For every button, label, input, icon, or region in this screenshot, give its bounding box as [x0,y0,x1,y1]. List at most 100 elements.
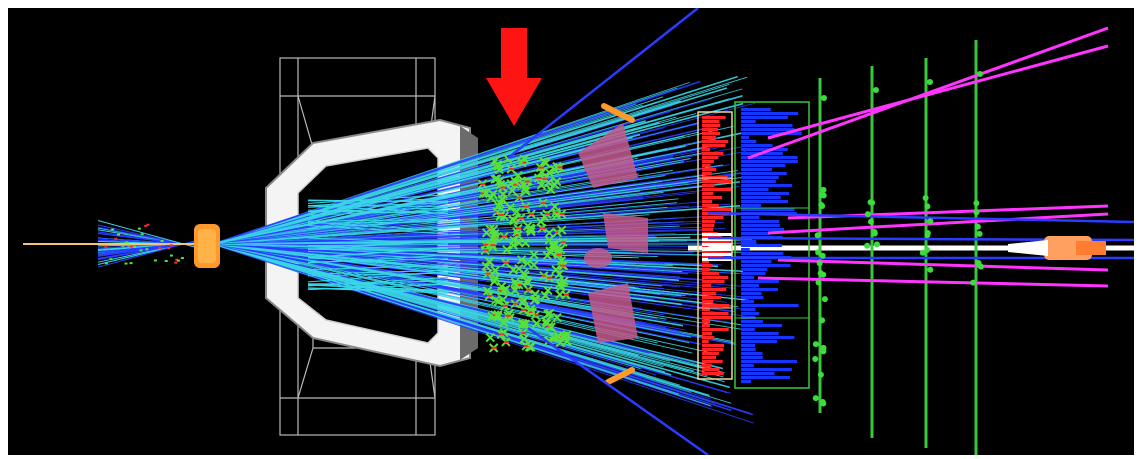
hit-mark [540,290,550,301]
hodoscope-bar [741,216,760,219]
hodoscope-bar [702,253,732,256]
hodoscope-bar [702,284,712,287]
hodoscope-bar [702,272,719,275]
hodoscope-bar [741,124,793,127]
hit-mark [502,245,512,255]
hit-mark [509,168,515,171]
muon-hit [820,344,827,351]
hit-mark [533,314,539,317]
hit-mark [526,304,536,314]
hodoscope-bar [702,336,715,339]
hit-mark [529,249,539,260]
hodoscope-bar [702,332,713,335]
hit-mark [544,335,554,346]
muon-hit [819,252,826,259]
hodoscope-bar [741,232,770,235]
hodoscope-bar [741,244,782,247]
hit-mark [547,276,553,279]
hodoscope-bar [741,156,798,159]
track [307,205,449,207]
hit-mark [493,310,503,320]
hodoscope-bar [702,372,724,375]
track [212,243,735,289]
hodoscope-bar [741,112,799,115]
interaction-vertex [194,224,220,268]
track [212,243,709,266]
hit-mark [483,249,489,252]
muon-plane-hits [812,71,984,407]
muon-hit [973,209,980,216]
track [212,116,677,245]
hodoscope-bar [702,296,722,299]
hit-mark [542,177,548,180]
event-display [8,8,1134,455]
muon-hit [873,87,879,93]
hit-mark [125,241,129,244]
hodoscope-bar [702,312,729,315]
muon-hit [817,270,824,277]
hit-mark [499,333,505,336]
hit-mark [139,249,143,252]
hit-mark [544,213,550,216]
hodoscope-bar [741,376,790,379]
hodoscope-bar [741,252,784,255]
hit-mark [493,311,503,322]
hodoscope-bar [741,176,779,179]
hit-mark [521,186,531,196]
muon-hit [867,199,874,206]
muon-hit [924,232,931,239]
hit-mark [523,205,529,208]
hodoscope-bar [741,144,773,147]
hit-mark [495,176,505,186]
hit-mark [524,180,530,183]
hit-mark [517,297,528,308]
hodoscope-bar [702,348,724,351]
track [307,247,449,259]
hit-mark [541,274,547,277]
track [212,205,741,245]
hit-mark [548,239,559,249]
muon-hit [974,223,981,230]
pink-patches [578,123,648,343]
hodoscope-bar [741,288,778,291]
hodoscope-bar [702,316,732,319]
hodoscope-bar [702,184,715,187]
hit-mark [530,294,541,305]
hit-mark [503,340,509,343]
track [212,170,738,245]
hodoscope-bar [702,168,717,171]
hodoscope-bar [741,196,781,199]
hodoscope-bar [741,208,795,211]
hit-mark [513,170,523,181]
hodoscope-bar [702,120,720,123]
muon-hit [864,211,871,218]
hit-mark [539,157,549,167]
hodoscope-bar [741,108,771,111]
muon-hit [919,249,926,256]
hit-mark [520,319,531,329]
hodoscope-bar [702,300,714,303]
track [212,243,739,308]
hodoscope-bar [702,264,713,267]
hodoscope-bar [741,268,768,271]
hodoscope-bar [702,208,732,211]
hodoscope-bar [741,312,760,315]
hodoscope-bar [702,368,720,371]
hit-mark [480,183,486,186]
hodoscope-bar [702,292,717,295]
hit-mark [176,259,180,262]
hodoscope-bar [741,360,798,363]
hit-mark [109,258,113,261]
muon-hit [819,399,826,406]
hit-mark [482,286,493,296]
hit-mark [494,164,504,175]
hit-mark [480,188,491,198]
hodoscope-bar [702,224,715,227]
hodoscope-bar [741,300,754,303]
hodoscope-bar [702,320,711,323]
track [212,243,672,376]
hodoscope-bar [741,372,775,375]
hit-mark [521,308,527,311]
hit-mark [111,228,115,231]
track [212,213,747,245]
